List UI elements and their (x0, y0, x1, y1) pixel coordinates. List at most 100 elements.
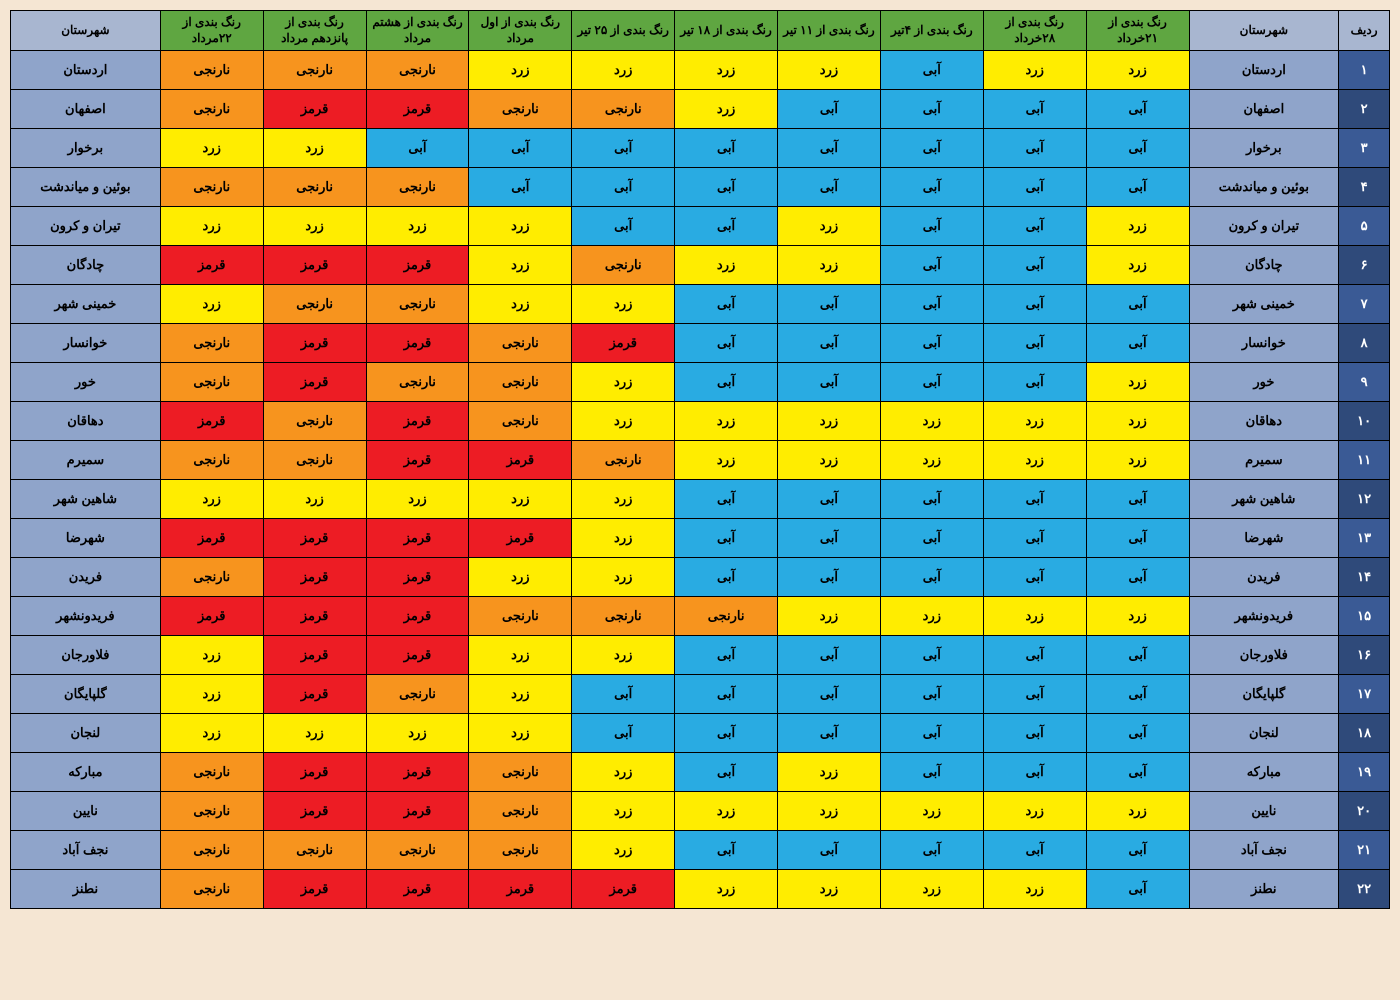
row-number: ۶ (1339, 246, 1390, 285)
status-cell: آبی (983, 753, 1086, 792)
status-cell: آبی (1086, 480, 1189, 519)
status-cell: آبی (1086, 558, 1189, 597)
status-cell: نارنجی (160, 831, 263, 870)
city-name-right: فریدن (1189, 558, 1339, 597)
city-name-right: دهاقان (1189, 402, 1339, 441)
status-cell: آبی (572, 675, 675, 714)
status-cell: آبی (778, 831, 881, 870)
status-cell: آبی (778, 90, 881, 129)
status-cell: آبی (880, 285, 983, 324)
status-cell: زرد (778, 207, 881, 246)
status-cell: نارنجی (160, 441, 263, 480)
status-cell: قرمز (160, 402, 263, 441)
city-name-right: شاهین شهر (1189, 480, 1339, 519)
status-cell: قرمز (366, 90, 469, 129)
status-cell: زرد (1086, 402, 1189, 441)
status-cell: نارنجی (572, 597, 675, 636)
status-cell: زرد (160, 636, 263, 675)
status-cell: زرد (572, 558, 675, 597)
status-cell: نارنجی (469, 831, 572, 870)
status-cell: قرمز (366, 402, 469, 441)
city-name-left: اصفهان (11, 90, 161, 129)
status-cell: زرد (778, 246, 881, 285)
status-cell: آبی (572, 207, 675, 246)
city-name-left: تیران و کرون (11, 207, 161, 246)
status-cell: آبی (983, 246, 1086, 285)
status-cell: زرد (675, 51, 778, 90)
status-cell: نارنجی (160, 51, 263, 90)
table-row: ۱۹مبارکهآبیآبیآبیزردآبیزردنارنجیقرمزقرمز… (11, 753, 1390, 792)
status-cell: قرمز (366, 441, 469, 480)
status-cell: زرد (778, 441, 881, 480)
status-cell: آبی (983, 90, 1086, 129)
city-name-left: فریدونشهر (11, 597, 161, 636)
status-cell: نارنجی (263, 441, 366, 480)
city-name-left: فریدن (11, 558, 161, 597)
status-cell: آبی (983, 480, 1086, 519)
status-cell: زرد (778, 51, 881, 90)
row-number: ۸ (1339, 324, 1390, 363)
status-cell: زرد (983, 441, 1086, 480)
table-row: ۸خوانسارآبیآبیآبیآبیآبیقرمزنارنجیقرمزقرم… (11, 324, 1390, 363)
status-cell: زرد (1086, 207, 1189, 246)
city-name-left: نطنز (11, 870, 161, 909)
status-cell: قرمز (263, 636, 366, 675)
status-cell: آبی (880, 831, 983, 870)
table-row: ۱اردستانزردزردآبیزردزردزردزردنارنجینارنج… (11, 51, 1390, 90)
row-number: ۱۶ (1339, 636, 1390, 675)
status-cell: زرد (160, 129, 263, 168)
status-cell: زرد (469, 246, 572, 285)
status-cell: نارنجی (675, 597, 778, 636)
city-name-right: گلپایگان (1189, 675, 1339, 714)
status-cell: قرمز (366, 597, 469, 636)
status-cell: آبی (880, 714, 983, 753)
status-cell: قرمز (366, 558, 469, 597)
status-cell: زرد (675, 792, 778, 831)
status-cell: آبی (880, 363, 983, 402)
row-number: ۲۰ (1339, 792, 1390, 831)
status-cell: قرمز (263, 792, 366, 831)
status-cell: آبی (675, 207, 778, 246)
status-cell: قرمز (160, 519, 263, 558)
status-cell: آبی (983, 558, 1086, 597)
city-name-left: بوئین و میاندشت (11, 168, 161, 207)
city-name-left: شهرضا (11, 519, 161, 558)
city-name-right: سمیرم (1189, 441, 1339, 480)
status-cell: نارنجی (160, 558, 263, 597)
city-name-left: اردستان (11, 51, 161, 90)
status-cell: زرد (263, 129, 366, 168)
status-cell: زرد (572, 753, 675, 792)
row-number: ۳ (1339, 129, 1390, 168)
status-cell: نارنجی (160, 753, 263, 792)
city-name-right: چادگان (1189, 246, 1339, 285)
status-cell: آبی (778, 324, 881, 363)
status-cell: آبی (983, 168, 1086, 207)
status-cell: زرد (366, 207, 469, 246)
status-cell: زرد (675, 441, 778, 480)
status-cell: آبی (880, 324, 983, 363)
status-cell: زرد (469, 480, 572, 519)
status-cell: زرد (778, 597, 881, 636)
table-row: ۱۱سمیرمزردزردزردزردزردنارنجیقرمزقرمزنارن… (11, 441, 1390, 480)
status-cell: زرد (263, 714, 366, 753)
status-cell: زرد (469, 636, 572, 675)
city-name-right: تیران و کرون (1189, 207, 1339, 246)
status-cell: نارنجی (263, 51, 366, 90)
status-cell: زرد (469, 51, 572, 90)
table-row: ۹خورزردآبیآبیآبیآبیزردنارنجینارنجیقرمزنا… (11, 363, 1390, 402)
status-cell: آبی (675, 831, 778, 870)
city-name-left: سمیرم (11, 441, 161, 480)
row-number: ۱ (1339, 51, 1390, 90)
city-name-right: شهرضا (1189, 519, 1339, 558)
status-cell: آبی (880, 207, 983, 246)
status-cell: زرد (1086, 363, 1189, 402)
status-cell: آبی (880, 675, 983, 714)
city-name-left: خور (11, 363, 161, 402)
status-cell: نارنجی (160, 90, 263, 129)
status-cell: آبی (572, 714, 675, 753)
status-cell: آبی (880, 90, 983, 129)
status-cell: زرد (1086, 441, 1189, 480)
status-cell: قرمز (263, 753, 366, 792)
row-number: ۴ (1339, 168, 1390, 207)
status-cell: زرد (160, 207, 263, 246)
